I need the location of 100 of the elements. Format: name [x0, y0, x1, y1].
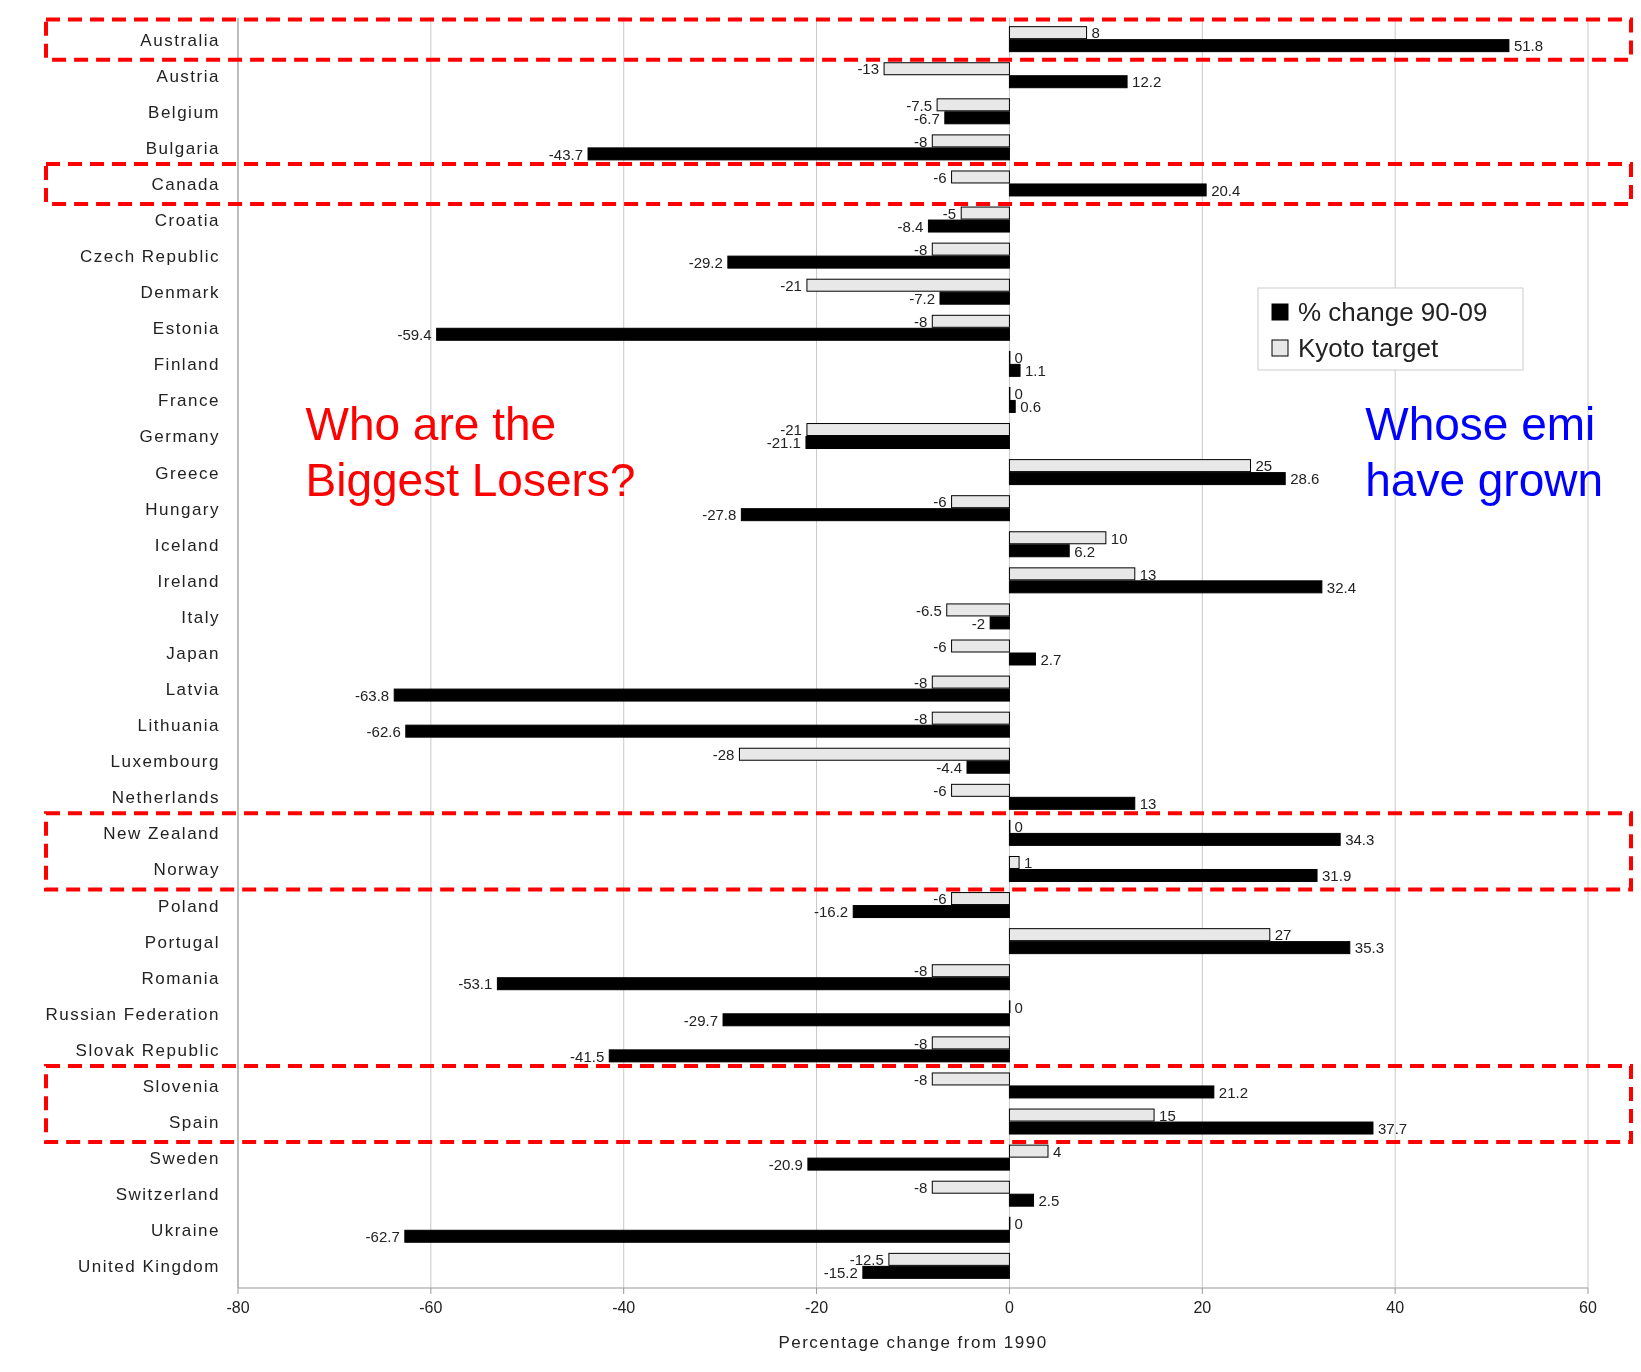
y-tick-label: Germany	[139, 427, 220, 447]
data-label: 21.2	[1218, 1083, 1249, 1101]
y-tick-label: Switzerland	[115, 1185, 220, 1205]
y-tick-label: Sweden	[149, 1149, 220, 1169]
x-tick-label: -20	[805, 1299, 829, 1316]
data-label: 1.1	[1025, 362, 1046, 380]
data-label: -20.9	[768, 1155, 803, 1173]
data-label: -8	[913, 1178, 928, 1196]
x-tick-label: -40	[612, 1299, 636, 1316]
x-tick-label: 0	[1004, 1299, 1014, 1316]
data-label: 34.3	[1345, 831, 1375, 849]
y-tick-label: Poland	[158, 896, 220, 916]
y-tick-label: Romania	[141, 968, 220, 988]
y-tick-label: Russian Federation	[45, 1004, 220, 1024]
y-tick-label: Slovenia	[142, 1076, 220, 1096]
data-label: -28	[712, 745, 735, 763]
data-label: 10	[1110, 529, 1128, 547]
data-label: 20.4	[1211, 181, 1241, 199]
data-label: 28.6	[1290, 470, 1320, 488]
data-label: -6	[933, 168, 947, 186]
data-label: -6	[933, 493, 947, 511]
data-label: 13	[1139, 795, 1157, 813]
y-tick-label: Portugal	[144, 932, 220, 952]
x-tick-label: -80	[226, 1299, 250, 1316]
y-tick-label: Denmark	[140, 283, 220, 303]
data-label: 0	[1014, 818, 1023, 836]
data-label: -41.5	[570, 1047, 605, 1065]
data-label: 8	[1091, 24, 1100, 42]
x-tick-label: 20	[1193, 1299, 1212, 1316]
legend-label: % change 90-09	[1298, 297, 1488, 328]
y-tick-label: Luxembourg	[110, 752, 220, 772]
y-tick-label: Czech Republic	[79, 247, 220, 267]
data-label: -29.2	[688, 253, 723, 271]
data-label: -6.5	[915, 601, 942, 619]
data-label: 0	[1014, 349, 1023, 367]
y-tick-label: France	[158, 391, 220, 411]
annotation: Who are the Biggest Losers?	[305, 397, 636, 506]
data-label: 27	[1274, 926, 1292, 944]
y-tick-label: Belgium	[148, 102, 220, 122]
data-label: -59.4	[397, 326, 432, 344]
data-label: 2.7	[1040, 650, 1062, 668]
data-label: -8	[913, 962, 928, 980]
data-label: -7.5	[906, 96, 933, 114]
data-label: 0	[1014, 385, 1023, 403]
x-tick-label: 40	[1386, 1299, 1405, 1316]
data-label: -8	[913, 709, 928, 727]
y-tick-label: Slovak Republic	[75, 1040, 220, 1060]
data-label: -29.7	[683, 1011, 719, 1029]
data-label: -6	[933, 890, 947, 908]
legend-label: Kyoto target	[1298, 333, 1439, 364]
y-tick-label: Spain	[169, 1112, 220, 1132]
data-label: 0	[1014, 998, 1023, 1016]
data-label: -8	[913, 132, 928, 150]
data-label: 13	[1139, 565, 1157, 583]
y-tick-label: Croatia	[154, 211, 220, 230]
data-label: 0	[1014, 1215, 1023, 1233]
data-label: -8	[913, 1034, 928, 1052]
y-tick-label: Canada	[151, 174, 220, 194]
data-label: 12.2	[1132, 73, 1162, 91]
y-tick-label: Italy	[181, 607, 220, 627]
data-label: -2	[971, 614, 986, 632]
y-tick-label: Hungary	[145, 499, 220, 519]
y-tick-label: Ukraine	[150, 1221, 220, 1241]
data-label: -8	[913, 240, 928, 258]
data-label: 37.7	[1377, 1119, 1408, 1137]
data-label: -13	[857, 60, 880, 78]
data-label: 15	[1159, 1106, 1176, 1124]
y-tick-label: Finland	[153, 355, 220, 375]
y-tick-label: Australia	[140, 30, 220, 50]
data-label: 51.8	[1513, 37, 1544, 55]
data-label: -53.1	[458, 975, 493, 993]
y-tick-label: Ireland	[157, 571, 220, 591]
data-label: 32.4	[1326, 578, 1357, 596]
data-label: -21	[780, 276, 802, 294]
data-label: -6	[933, 637, 947, 655]
y-tick-label: Austria	[156, 66, 220, 86]
y-tick-label: United Kingdom	[78, 1257, 220, 1277]
y-tick-label: New Zealand	[103, 824, 220, 844]
data-label: -16.2	[814, 903, 849, 921]
data-label: 6.2	[1074, 542, 1096, 560]
data-label: -27.8	[702, 506, 737, 524]
data-label: -8	[913, 673, 928, 691]
data-label: 2.5	[1038, 1191, 1060, 1209]
data-label: -4.4	[936, 758, 962, 776]
data-label: -5	[942, 204, 957, 222]
y-tick-label: Norway	[153, 860, 220, 880]
y-tick-label: Netherlands	[111, 788, 220, 808]
data-label: -6	[933, 782, 947, 800]
y-tick-label: Lithuania	[137, 716, 220, 736]
y-tick-label: Japan	[166, 643, 220, 663]
annotation: Whose emi have grown	[1365, 397, 1604, 506]
data-label: 31.9	[1322, 867, 1352, 885]
y-tick-label: Estonia	[152, 319, 220, 339]
data-label: 25	[1255, 457, 1273, 475]
x-tick-label: -60	[419, 1299, 443, 1316]
y-tick-label: Iceland	[154, 535, 220, 555]
x-axis-title: Percentage change from 1990	[778, 1333, 1048, 1352]
data-label: 0.6	[1020, 398, 1042, 416]
data-label: 1	[1024, 854, 1033, 872]
data-label: 4	[1053, 1142, 1062, 1160]
